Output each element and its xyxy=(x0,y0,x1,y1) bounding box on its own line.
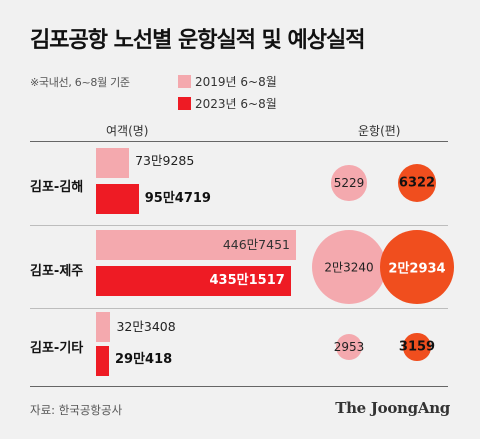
row-divider-2 xyxy=(30,308,448,309)
bubble-value-2023: 6322 xyxy=(398,175,436,191)
row-divider-1 xyxy=(30,225,448,226)
bubble-2023 xyxy=(380,230,454,304)
passengers-header: 여객(명) xyxy=(106,124,149,138)
route-label: 김포-기타 xyxy=(30,341,84,356)
header-divider xyxy=(30,141,448,142)
flights-header: 운항(편) xyxy=(358,124,401,138)
bubble-value-2019: 2953 xyxy=(333,340,365,354)
legend-item-2023: 2023년 6~8월 xyxy=(178,95,277,111)
bar-2023 xyxy=(96,266,291,296)
bottom-divider xyxy=(30,386,448,387)
bar-value-2023: 95만4719 xyxy=(144,191,211,206)
bubble-value-2019: 2만3240 xyxy=(324,260,374,275)
bubble-2023 xyxy=(397,163,437,203)
bar-2019 xyxy=(96,312,111,342)
bubble-2019 xyxy=(331,165,367,201)
bar-2019 xyxy=(96,148,130,178)
bubble-value-2023: 2만2934 xyxy=(388,261,446,277)
route-label: 김포-김해 xyxy=(30,180,84,195)
bubble-2019 xyxy=(312,230,386,304)
legend-label-2023: 2023년 6~8월 xyxy=(195,96,277,111)
bubble-2023 xyxy=(403,333,431,361)
bar-2019 xyxy=(96,230,296,260)
bubble-value-2023: 3159 xyxy=(398,339,436,355)
bar-value-2023: 435만1517 xyxy=(209,273,285,288)
chart-note: ※국내선, 6~8월 기준 xyxy=(30,76,130,89)
legend-item-2019: 2019년 6~8월 xyxy=(178,73,277,89)
bar-value-2019: 73만9285 xyxy=(135,153,195,168)
legend-swatch-2019 xyxy=(178,74,191,88)
bar-2023 xyxy=(96,346,109,376)
bubble-2019 xyxy=(335,333,363,361)
route-label: 김포-제주 xyxy=(30,264,84,279)
source-note: 자료: 한국공항공사 xyxy=(30,403,123,417)
bar-2023 xyxy=(96,184,139,214)
bubble-value-2019: 5229 xyxy=(333,176,365,190)
legend-swatch-2023 xyxy=(178,96,191,110)
bar-value-2019: 32만3408 xyxy=(116,319,176,334)
bar-value-2023: 29만418 xyxy=(115,352,173,367)
bar-value-2019: 446만7451 xyxy=(222,237,290,252)
chart-title: 김포공항 노선별 운항실적 및 예상실적 xyxy=(30,28,365,53)
legend-label-2019: 2019년 6~8월 xyxy=(195,74,277,89)
publisher-logo: The JoongAng xyxy=(335,399,450,417)
